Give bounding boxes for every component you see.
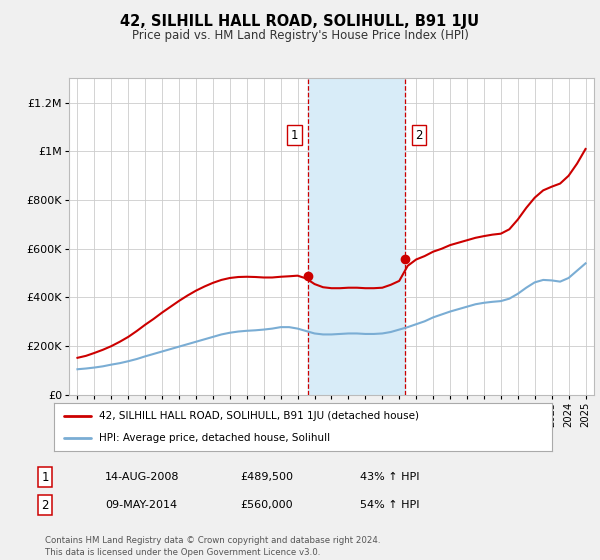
Text: 42, SILHILL HALL ROAD, SOLIHULL, B91 1JU (detached house): 42, SILHILL HALL ROAD, SOLIHULL, B91 1JU…: [99, 411, 419, 421]
Text: 2: 2: [41, 498, 49, 512]
Text: Price paid vs. HM Land Registry's House Price Index (HPI): Price paid vs. HM Land Registry's House …: [131, 29, 469, 42]
Text: 54% ↑ HPI: 54% ↑ HPI: [360, 500, 419, 510]
Text: HPI: Average price, detached house, Solihull: HPI: Average price, detached house, Soli…: [99, 433, 330, 443]
Text: 42, SILHILL HALL ROAD, SOLIHULL, B91 1JU: 42, SILHILL HALL ROAD, SOLIHULL, B91 1JU: [121, 14, 479, 29]
Text: Contains HM Land Registry data © Crown copyright and database right 2024.
This d: Contains HM Land Registry data © Crown c…: [45, 536, 380, 557]
Text: 14-AUG-2008: 14-AUG-2008: [105, 472, 179, 482]
Text: £560,000: £560,000: [240, 500, 293, 510]
Bar: [308, 78, 406, 395]
Text: £489,500: £489,500: [240, 472, 293, 482]
Text: 1: 1: [291, 129, 298, 142]
Text: 2: 2: [415, 129, 422, 142]
Text: 1: 1: [41, 470, 49, 484]
Text: 09-MAY-2014: 09-MAY-2014: [105, 500, 177, 510]
Text: 43% ↑ HPI: 43% ↑ HPI: [360, 472, 419, 482]
